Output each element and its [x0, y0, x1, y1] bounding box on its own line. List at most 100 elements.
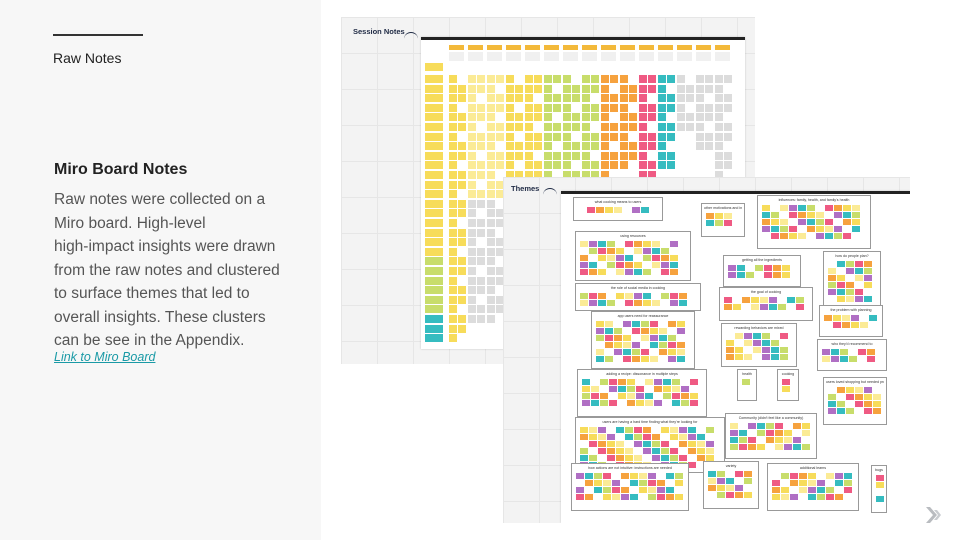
sticky-note [585, 473, 593, 479]
sticky-note [657, 480, 665, 486]
cluster-title: the goal of cooking [750, 290, 782, 294]
sticky-note [487, 132, 495, 141]
sticky-note [677, 321, 685, 327]
theme-cluster: what cooking means to users [573, 197, 663, 221]
sticky-note [772, 494, 780, 500]
theme-cluster: Community (didn't feel like a community) [725, 413, 817, 459]
sticky-note [844, 487, 852, 493]
sticky-note [715, 103, 723, 112]
body-line: Raw notes were collected on a [54, 191, 266, 208]
theme-cluster: how actions are not intuitive: instructi… [571, 463, 689, 511]
sticky-note [715, 220, 723, 226]
sticky-note [487, 161, 495, 170]
row-label-note [425, 151, 443, 160]
sticky-note [688, 448, 696, 454]
sticky-note [826, 487, 834, 493]
sticky-note [771, 340, 779, 346]
sticky-note [639, 171, 647, 179]
sticky-note [477, 199, 485, 208]
sticky-note [449, 94, 457, 103]
sticky-note [686, 84, 694, 93]
sticky-note [553, 123, 561, 131]
sticky-note [468, 151, 476, 160]
sticky-note [639, 473, 647, 479]
sticky-note [598, 300, 606, 306]
sticky-note [515, 123, 523, 131]
sticky-note [715, 84, 723, 93]
sticky-note [869, 315, 877, 321]
sticky-note [458, 209, 466, 218]
sticky-note [717, 485, 725, 491]
row-label-note [425, 84, 443, 93]
sticky-note [677, 84, 685, 93]
sticky-note [668, 356, 676, 362]
cluster-title: bugs [875, 468, 883, 472]
sticky-note [670, 448, 678, 454]
sticky-note [449, 247, 457, 256]
sticky-note [705, 132, 713, 141]
row-label-note [425, 238, 443, 247]
sticky-note [487, 276, 495, 285]
sticky-note [840, 356, 848, 362]
sticky-note [730, 423, 738, 429]
sticky-note [643, 269, 651, 275]
sticky-note [652, 434, 660, 440]
sticky-note [610, 132, 618, 141]
sticky-note [778, 304, 786, 310]
sticky-note [799, 473, 807, 479]
sticky-note [572, 123, 580, 131]
sticky-note [525, 75, 533, 83]
sticky-note [616, 427, 624, 433]
sticky-note [487, 219, 495, 227]
sticky-note [781, 487, 789, 493]
sticky-note [614, 349, 622, 355]
theme-cluster: how do people plan? [823, 251, 881, 309]
body-line: Miro board. High-level [54, 214, 206, 232]
sticky-note [625, 448, 633, 454]
sticky-note [506, 132, 514, 141]
sticky-note [591, 103, 599, 112]
sticky-note [696, 94, 704, 103]
header-note [449, 52, 464, 61]
sticky-note [686, 113, 694, 122]
sticky-note [826, 473, 834, 479]
sticky-note [781, 494, 789, 500]
sticky-note [601, 132, 609, 141]
sticky-note [697, 441, 705, 447]
sticky-note [487, 305, 495, 314]
miro-board-link[interactable]: Link to Miro Board [54, 350, 156, 364]
sticky-note [572, 84, 580, 93]
sticky-note [771, 226, 779, 232]
sticky-note [625, 455, 633, 461]
sticky-note [802, 430, 810, 436]
title-connector [404, 32, 418, 39]
sticky-note [666, 473, 674, 479]
sticky-note [477, 276, 485, 285]
row-label-note [425, 305, 443, 314]
sticky-note [582, 75, 590, 83]
sticky-note [582, 84, 590, 93]
sticky-note [612, 480, 620, 486]
sticky-note [534, 103, 542, 112]
sticky-note [609, 386, 617, 392]
sticky-note [623, 321, 631, 327]
sticky-note [724, 220, 732, 226]
sticky-note [652, 448, 660, 454]
sticky-note [572, 142, 580, 151]
sticky-note [477, 161, 485, 170]
sticky-note [618, 386, 626, 392]
sticky-note [751, 304, 759, 310]
sticky-note [582, 132, 590, 141]
sticky-note [724, 75, 732, 83]
sticky-note [667, 132, 675, 141]
sticky-note [639, 142, 647, 151]
sticky-note [582, 103, 590, 112]
sticky-note [834, 233, 842, 239]
sticky-note [726, 340, 734, 346]
sticky-note [837, 387, 845, 393]
sticky-note [496, 247, 504, 256]
sticky-note [670, 293, 678, 299]
sticky-note [679, 434, 687, 440]
sticky-note [630, 494, 638, 500]
sticky-note [458, 142, 466, 151]
